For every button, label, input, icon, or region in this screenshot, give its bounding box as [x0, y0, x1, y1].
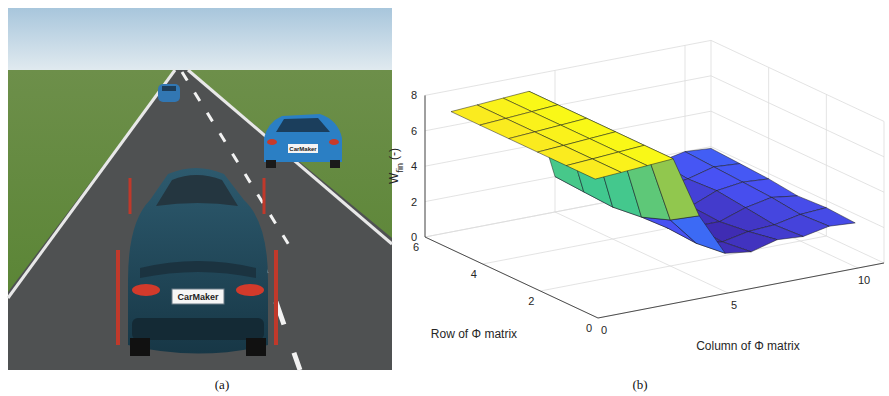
grid-line [711, 76, 884, 157]
sky [8, 8, 392, 72]
tail-light [329, 139, 339, 145]
grid-line [711, 40, 884, 121]
car-window [162, 86, 176, 91]
surface-cell [670, 216, 725, 254]
z-tick-label: 4 [411, 160, 417, 172]
tail-light [267, 139, 277, 145]
grid-line [425, 76, 711, 131]
road [8, 70, 392, 370]
y-tick-label: 0 [586, 322, 592, 334]
sensor-post [274, 250, 278, 345]
panel-caption: (a) [215, 377, 229, 392]
y-tick-label: 4 [471, 268, 477, 280]
sensor-post [129, 178, 132, 214]
z-tick-label: 8 [411, 89, 417, 101]
wheel [330, 160, 340, 168]
grass [8, 70, 392, 370]
x-axis-label: Column of Φ matrix [696, 339, 800, 353]
wheel [246, 338, 266, 356]
car-body [158, 84, 180, 102]
far-car [158, 84, 180, 102]
x-tick-label: 0 [601, 324, 607, 336]
bumper [132, 318, 264, 340]
trunk-line [140, 261, 256, 278]
wheel [130, 338, 150, 356]
car-body [264, 114, 342, 162]
grid-line [425, 40, 711, 95]
panel-b: 0246802460510Wfin(-)Row of Φ matrixColum… [387, 40, 884, 353]
y-axis-line [425, 237, 598, 318]
grid-line [540, 236, 826, 291]
y-tick-label: 6 [413, 241, 419, 253]
z-tick-label: 2 [411, 196, 417, 208]
grid [425, 40, 884, 318]
figure: CarMakerCarMaker0246802460510Wfin(-)Row … [0, 0, 889, 396]
z-label-main: W [387, 172, 401, 184]
z-label-unit: (-) [387, 148, 401, 160]
plate-text: CarMaker [289, 146, 317, 152]
panel-a: CarMaker CarMaker [8, 8, 392, 370]
car-body [128, 168, 268, 354]
grid-line [425, 95, 426, 237]
x-tick-label: 5 [731, 299, 737, 311]
grid-line [685, 187, 858, 268]
grid-line [425, 237, 598, 318]
tick-labels: 0246802460510 [411, 89, 870, 336]
sensor-post [263, 178, 266, 214]
surface-cell [566, 159, 621, 179]
grid-line [555, 212, 728, 293]
surface [451, 91, 855, 253]
ego-car: CarMaker [128, 168, 268, 356]
second-car: CarMaker [264, 114, 342, 168]
tail-light [132, 284, 160, 296]
sensor-post [116, 250, 120, 345]
plate [172, 289, 224, 304]
z-axis-label: Wfin (-) [387, 148, 405, 184]
grid-line [598, 263, 884, 318]
axes [425, 95, 884, 318]
plate-text: CarMaker [177, 292, 219, 302]
z-axis-line [425, 95, 426, 237]
plate [288, 144, 318, 153]
wheel [266, 160, 276, 168]
back-wall [425, 40, 711, 237]
z-tick-label: 6 [411, 125, 417, 137]
car-window [156, 175, 238, 206]
panel-caption: (b) [632, 377, 647, 392]
y-axis-label: Row of Φ matrix [431, 327, 517, 341]
y-tick-label: 2 [528, 295, 534, 307]
car-window [276, 118, 330, 132]
tail-light [236, 284, 264, 296]
x-tick-label: 10 [858, 274, 870, 286]
z-label-sub: fin [395, 163, 405, 173]
x-axis-line [598, 263, 884, 318]
